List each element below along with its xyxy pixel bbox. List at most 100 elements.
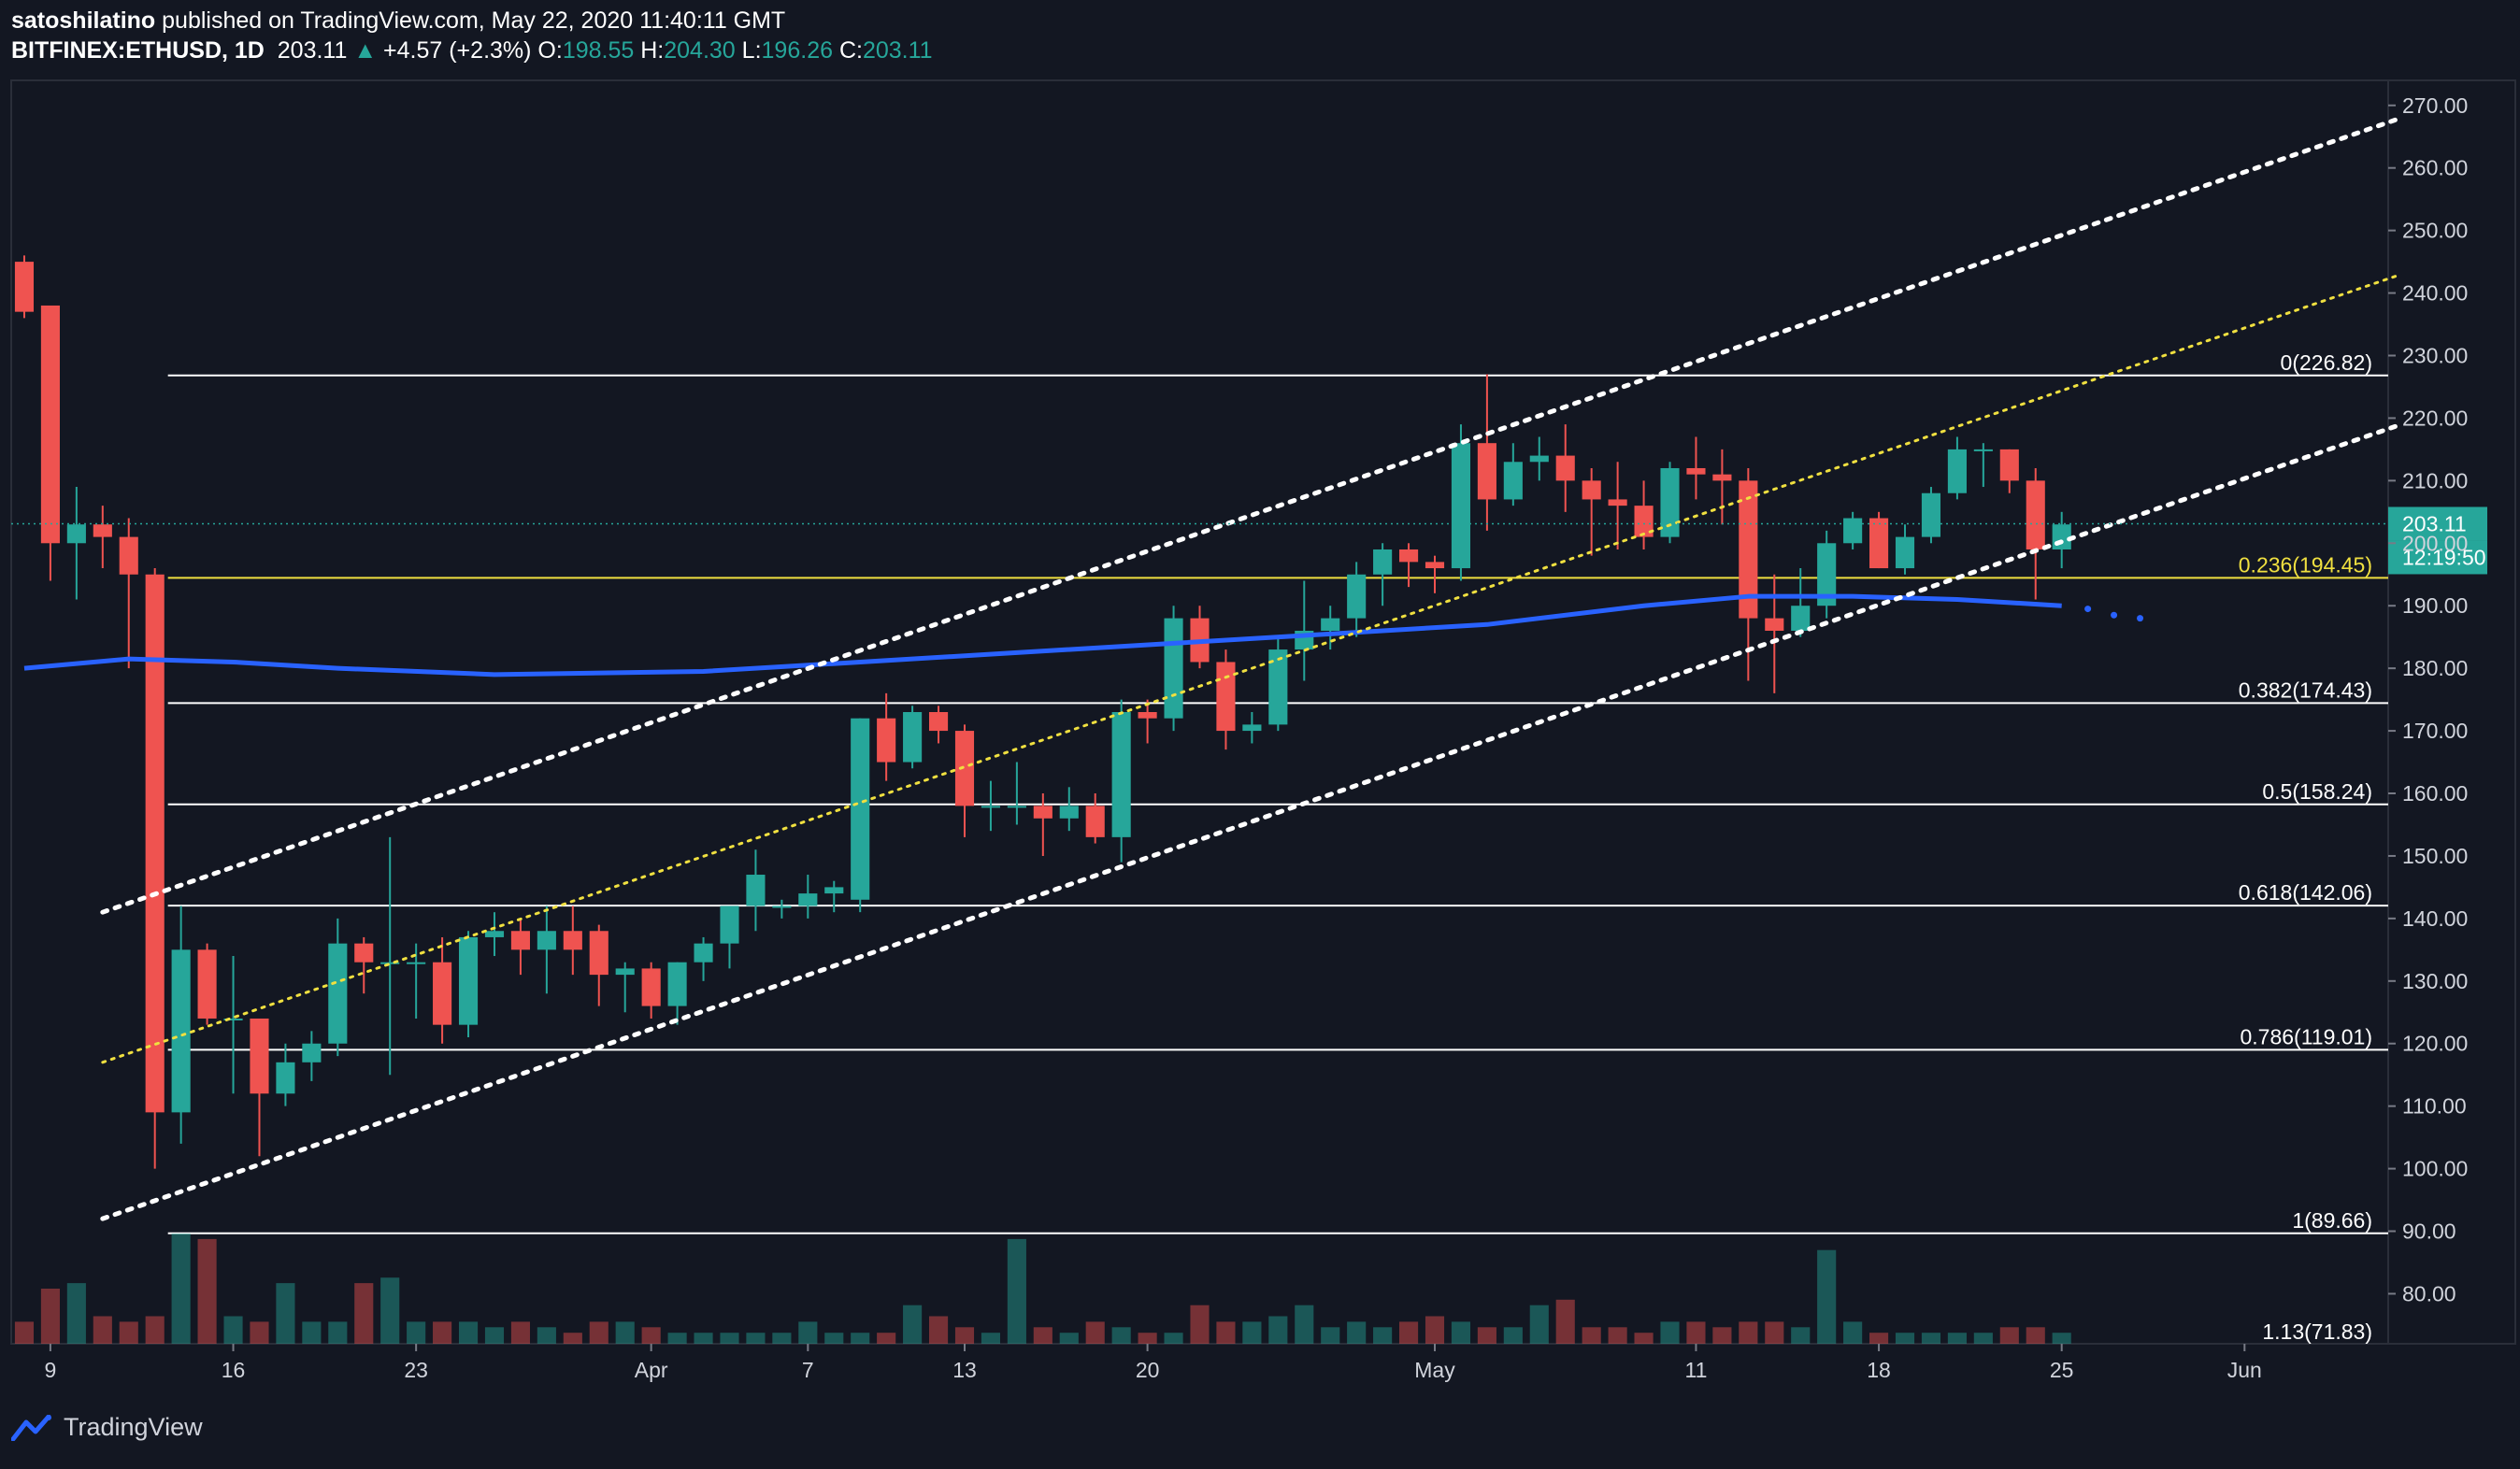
last-price-value: 203.11 [2402, 511, 2467, 535]
price-tick-label: 160.00 [2402, 781, 2468, 806]
time-tick-label: 25 [2050, 1358, 2074, 1382]
candle-body [197, 949, 217, 1019]
volume-bar [746, 1333, 766, 1344]
volume-bar [615, 1321, 635, 1344]
fib-level-label: 1.13(71.83) [2262, 1319, 2372, 1344]
volume-bars [14, 1234, 2071, 1344]
volume-bar [171, 1234, 191, 1344]
time-tick-label: 23 [404, 1358, 428, 1382]
open-value: 198.55 [562, 37, 635, 64]
volume-bar [1477, 1327, 1496, 1344]
volume-bar [877, 1333, 896, 1344]
close-value: 203.11 [862, 37, 933, 64]
volume-bar [667, 1333, 687, 1344]
candle-body [1712, 474, 1732, 481]
candle-body [1242, 724, 1262, 732]
candle-body [302, 1043, 322, 1063]
price-axis[interactable]: 80.00 90.00 100.00 110.00 120.00 130.00 140.00… [2388, 93, 2468, 1306]
candle-body [1686, 467, 1706, 475]
candle-body [458, 936, 479, 1025]
candlesticks [14, 255, 2071, 1169]
price-tick-label: 270.00 [2402, 93, 2468, 118]
candle-body [798, 893, 818, 906]
channel-line-upper [100, 115, 2404, 915]
candle-body [1869, 518, 1889, 569]
candle-body [1321, 618, 1340, 631]
candle-body [1425, 562, 1445, 569]
volume-bar [14, 1321, 35, 1344]
price-tick-label: 140.00 [2402, 906, 2468, 931]
brand-name: TradingView [64, 1413, 203, 1441]
time-axis[interactable]: 9 16 23 Apr 7 13 20 May 11 18 25 Jun [45, 1344, 2262, 1382]
volume-bar [197, 1238, 217, 1344]
ascending-channel[interactable] [100, 115, 2404, 1221]
candle-body [40, 305, 60, 544]
fib-level-label: 0.618(142.06) [2239, 880, 2372, 905]
fibonacci-retracement[interactable]: 0(226.82) 0.236(194.45) 0.382(174.43) 0.5(1… [167, 350, 2388, 1344]
candle-body [328, 943, 348, 1044]
time-tick-label: 9 [45, 1358, 57, 1382]
candle-body [2026, 480, 2045, 549]
candle-body [1555, 455, 1575, 481]
volume-bar [119, 1321, 138, 1344]
volume-bar [1999, 1327, 2019, 1344]
price-tick-label: 130.00 [2402, 969, 2468, 993]
candle-body [1373, 549, 1393, 575]
fib-level-label: 0.786(119.01) [2240, 1024, 2372, 1048]
low-label: L: [741, 37, 762, 64]
candle-body [1138, 712, 1157, 719]
candle-body [641, 968, 661, 1006]
volume-bar [589, 1321, 609, 1344]
volume-bar [1555, 1299, 1575, 1344]
tradingview-branding[interactable]: TradingView [11, 1413, 203, 1442]
close-label: C: [838, 37, 863, 64]
moving-average-projection-dot [2111, 611, 2118, 619]
candle-body [1529, 455, 1549, 463]
candle-body [981, 806, 1000, 808]
candle-body [1843, 518, 1863, 544]
volume-bar [1007, 1238, 1026, 1344]
candle-body [1608, 499, 1627, 506]
channel-line-lower [100, 421, 2404, 1221]
candle-body [1765, 618, 1784, 631]
candle-body [1503, 462, 1523, 500]
price-tick-label: 100.00 [2402, 1157, 2468, 1181]
candle-body [171, 949, 191, 1113]
volume-bar [1817, 1249, 1837, 1344]
volume-bar [223, 1316, 243, 1344]
volume-bar [1739, 1321, 1758, 1344]
author-name[interactable]: satoshilatino [11, 7, 156, 34]
volume-bar [563, 1333, 582, 1344]
candle-body [484, 931, 505, 937]
volume-bar [1503, 1327, 1523, 1344]
fib-level-label: 0.5(158.24) [2262, 779, 2372, 804]
moving-average-projection-dot [2137, 615, 2144, 622]
volume-bar [1164, 1333, 1183, 1344]
high-label: H: [640, 37, 665, 64]
publish-info: satoshilatino published on TradingView.c… [11, 7, 785, 35]
candle-body [667, 962, 687, 1006]
candle-body [772, 906, 792, 908]
volume-bar [1268, 1316, 1288, 1344]
fib-level-label: 0.236(194.45) [2239, 552, 2372, 577]
volume-bar [302, 1321, 322, 1344]
price-tick-label: 250.00 [2402, 219, 2468, 243]
price-tick-label: 240.00 [2402, 281, 2468, 306]
candle-body [223, 1018, 243, 1020]
price-tick-label: 200.00 [2402, 531, 2468, 555]
volume-bar [1608, 1327, 1627, 1344]
moving-average-line [23, 593, 2062, 677]
channel-line-middle [101, 272, 2403, 1064]
time-tick-label: Apr [635, 1358, 668, 1382]
price-axis-frame [2387, 79, 2516, 1345]
candle-body [354, 943, 374, 963]
volume-bar [1425, 1316, 1445, 1344]
candle-body [1007, 806, 1026, 808]
volume-bar [928, 1316, 949, 1344]
time-tick-label: 18 [1867, 1358, 1891, 1382]
symbol-label[interactable]: BITFINEX:ETHUSD, 1D [11, 37, 265, 64]
last-price-marker: 203.11 12:19:50 [11, 506, 2487, 575]
time-tick-label: 7 [802, 1358, 814, 1382]
volume-bar [276, 1283, 295, 1344]
